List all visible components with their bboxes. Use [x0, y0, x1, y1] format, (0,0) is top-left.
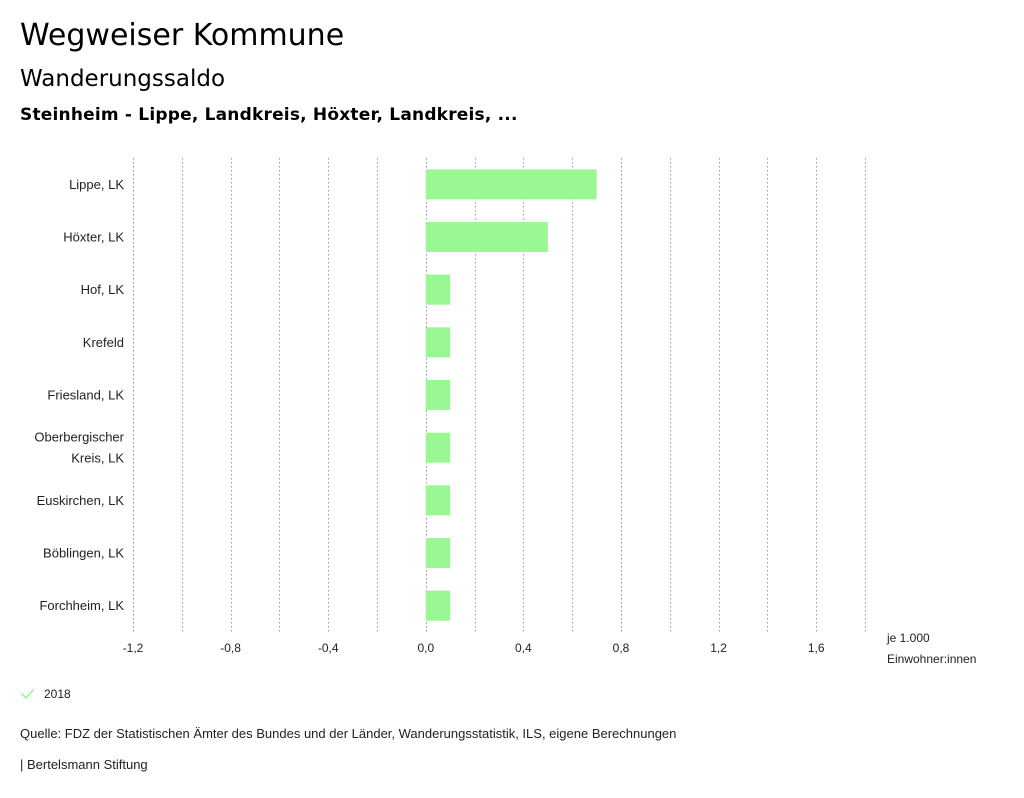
x-axis-ticks: -1,2 -0,8 -0,4 0,0 0,4 0,8 1,2 1,6: [123, 641, 825, 655]
category-label: Friesland, LK: [47, 388, 124, 403]
category-label: Lippe, LK: [69, 177, 124, 192]
x-tick-label: 0,0: [417, 641, 434, 655]
bar: [425, 274, 451, 305]
bar: [425, 169, 597, 200]
source-note: Quelle: FDZ der Statistischen Ämter des …: [20, 726, 677, 741]
category-label: Böblingen, LK: [43, 546, 124, 561]
legend-label: 2018: [44, 687, 71, 701]
category-label: Euskirchen, LK: [37, 493, 125, 508]
bar: [425, 432, 451, 463]
bars: [425, 169, 597, 621]
x-tick-label: 0,4: [515, 641, 532, 655]
region-label: Steinheim - Lippe, Landkreis, Höxter, La…: [20, 105, 518, 125]
x-tick-label: -0,4: [318, 641, 339, 655]
bar: [425, 222, 548, 252]
page-title: Wegweiser Kommune: [20, 18, 345, 53]
category-label: Hof, LK: [81, 282, 125, 297]
category-label: Forchheim, LK: [39, 598, 124, 613]
x-tick-label: 1,2: [710, 641, 727, 655]
bar: [425, 538, 451, 568]
credit-note: | Bertelsmann Stiftung: [20, 757, 148, 772]
chart-subtitle: Wanderungssaldo: [20, 66, 226, 92]
x-axis-unit-line2: Einwohner:innen: [887, 652, 977, 666]
bar: [425, 485, 451, 516]
x-axis-unit-line1: je 1.000: [887, 631, 930, 645]
category-label: Oberbergischer Kreis, LK: [34, 430, 124, 466]
category-label: Höxter, LK: [63, 230, 124, 245]
bar: [425, 380, 451, 410]
x-tick-label: -1,2: [123, 641, 144, 655]
legend-item-2018[interactable]: 2018: [20, 687, 71, 701]
bar: [425, 327, 451, 358]
bar: [425, 590, 451, 621]
x-tick-label: -0,8: [220, 641, 241, 655]
category-label: Krefeld: [83, 335, 124, 350]
category-labels: Lippe, LK Höxter, LK Hof, LK Krefeld Friesla…: [34, 177, 124, 613]
check-icon: [21, 689, 34, 699]
x-tick-label: 1,6: [808, 641, 825, 655]
x-axis-unit-label: je 1.000 Einwohner:innen: [887, 628, 976, 670]
x-tick-label: 0,8: [613, 641, 630, 655]
